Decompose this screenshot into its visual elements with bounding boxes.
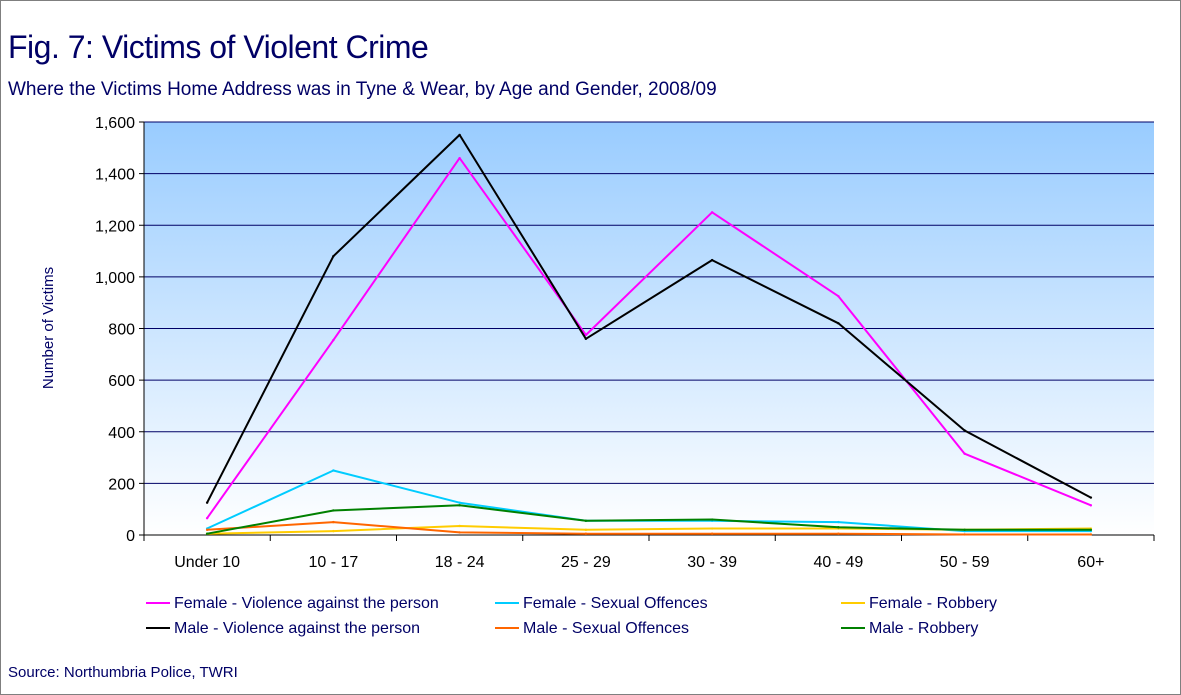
legend-item: Female - Robbery <box>841 595 997 612</box>
data-point <box>458 133 461 137</box>
x-tick-label: 50 - 59 <box>940 554 990 571</box>
data-point <box>963 452 966 455</box>
x-tick-label: 10 - 17 <box>308 554 358 571</box>
data-point <box>332 469 335 472</box>
data-point <box>458 531 461 534</box>
data-point <box>837 532 840 535</box>
y-tick-label: 1,600 <box>95 115 135 132</box>
series-line <box>206 504 1091 535</box>
y-tick-label: 1,400 <box>95 167 135 184</box>
legend: Female - Violence against the person Fema… <box>146 595 997 637</box>
data-point <box>332 520 335 524</box>
legend-item: Male - Violence against the person <box>146 620 420 637</box>
y-tick-label: 600 <box>108 373 135 390</box>
data-point <box>710 258 714 262</box>
y-axis-label: Number of Victims <box>40 267 57 389</box>
y-axis-ticks: 0 200 400 600 800 1,000 1,200 1,400 1,600 <box>95 115 144 545</box>
data-point <box>584 333 588 337</box>
legend-label: Female - Sexual Offences <box>523 595 708 612</box>
series-line <box>206 157 1092 519</box>
data-point <box>458 524 461 528</box>
y-tick-label: 200 <box>108 476 135 493</box>
legend-label: Female - Violence against the person <box>174 595 439 612</box>
data-point <box>710 211 714 214</box>
data-point <box>332 338 335 342</box>
legend-item: Female - Sexual Offences <box>495 595 708 612</box>
legend-item: Male - Robbery <box>841 620 978 637</box>
data-point <box>584 519 588 523</box>
y-tick-label: 0 <box>126 528 135 545</box>
x-tick-label: Under 10 <box>174 554 240 571</box>
data-point <box>963 533 966 536</box>
data-point <box>332 255 335 258</box>
data-point <box>1089 504 1093 507</box>
data-point <box>332 509 335 512</box>
x-tick-label: 40 - 49 <box>813 554 863 571</box>
data-point <box>458 156 461 160</box>
x-tick-label: 18 - 24 <box>435 554 485 571</box>
data-point <box>205 528 209 532</box>
data-point <box>1089 533 1093 536</box>
data-point <box>963 429 966 432</box>
data-point <box>710 518 714 521</box>
data-point <box>205 532 209 535</box>
x-tick-label: 60+ <box>1077 554 1104 571</box>
data-point <box>205 517 209 520</box>
x-tick-label: 25 - 29 <box>561 554 611 571</box>
data-point <box>837 526 840 529</box>
legend-label: Male - Sexual Offences <box>523 620 689 637</box>
chart-title: Fig. 7: Victims of Violent Crime <box>8 29 429 65</box>
data-point <box>205 501 209 504</box>
y-tick-label: 400 <box>108 425 135 442</box>
data-point <box>458 501 461 504</box>
line-chart: 0 200 400 600 800 1,000 1,200 1,400 1,600 Under … <box>40 115 1155 637</box>
y-tick-label: 1,000 <box>95 270 135 287</box>
data-point <box>1089 528 1093 532</box>
y-tick-label: 1,200 <box>95 218 135 235</box>
legend-item: Female - Violence against the person <box>146 595 439 612</box>
legend-label: Male - Violence against the person <box>174 620 420 637</box>
data-point <box>963 528 966 532</box>
data-point <box>837 322 840 325</box>
gridlines <box>144 121 1154 484</box>
data-point <box>710 532 714 535</box>
series-line <box>207 521 1091 536</box>
data-point <box>837 295 840 298</box>
data-point <box>837 520 840 524</box>
chart-subtitle: Where the Victims Home Address was in Ty… <box>8 79 717 100</box>
data-point <box>332 529 335 533</box>
data-point <box>458 504 461 507</box>
data-point <box>584 337 588 341</box>
series-lines <box>205 133 1093 536</box>
data-point <box>584 532 588 535</box>
legend-label: Male - Robbery <box>869 620 978 637</box>
source-note: Source: Northumbria Police, TWRI <box>8 664 238 681</box>
legend-label: Female - Robbery <box>869 595 997 612</box>
x-axis-ticks: Under 10 10 - 17 18 - 24 25 - 29 30 - 39 40 -… <box>143 535 1155 571</box>
x-tick-label: 30 - 39 <box>687 554 737 571</box>
series-line <box>206 133 1092 504</box>
legend-item: Male - Sexual Offences <box>495 620 689 637</box>
y-tick-label: 800 <box>108 322 135 339</box>
data-point <box>710 527 714 530</box>
data-point <box>1089 496 1093 499</box>
data-point <box>584 528 588 532</box>
